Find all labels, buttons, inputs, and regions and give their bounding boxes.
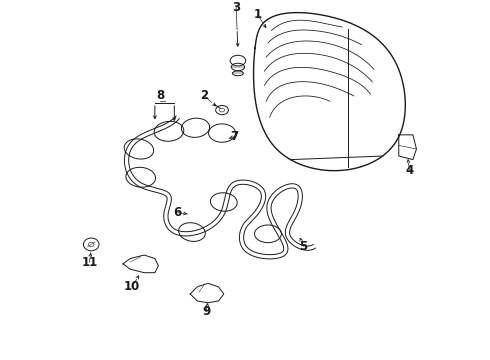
Text: 10: 10 [124, 280, 140, 293]
Text: 3: 3 [232, 1, 240, 14]
Text: 1: 1 [253, 8, 262, 21]
Text: 11: 11 [81, 256, 98, 269]
Text: 9: 9 [202, 305, 210, 318]
Text: 4: 4 [405, 164, 414, 177]
Text: 5: 5 [299, 240, 307, 253]
Text: 6: 6 [174, 206, 182, 219]
Text: 8: 8 [156, 89, 164, 103]
Text: 2: 2 [200, 89, 208, 103]
Text: 7: 7 [230, 130, 239, 143]
